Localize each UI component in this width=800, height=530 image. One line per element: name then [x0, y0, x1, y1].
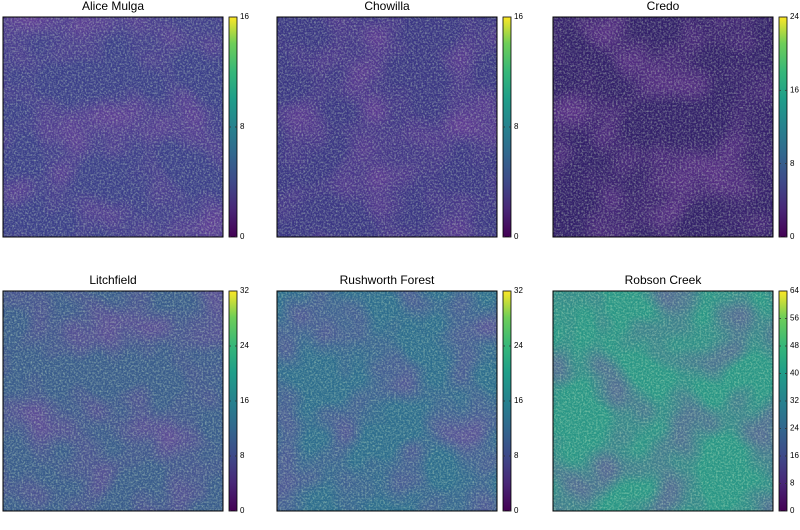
colorbar-tick-label: 16 — [514, 12, 523, 21]
panel-title: Chowilla — [364, 0, 410, 13]
raster-texture — [277, 291, 497, 511]
raster-texture — [3, 17, 223, 237]
colorbar — [778, 16, 788, 238]
colorbar-tick-label: 0 — [790, 506, 795, 515]
raster-texture — [553, 17, 773, 237]
colorbar-tick-label: 0 — [790, 232, 795, 241]
raster-texture — [3, 291, 223, 511]
raster-frame — [2, 16, 224, 238]
colorbar-tick-label: 0 — [240, 506, 245, 515]
colorbar-tick-label: 8 — [514, 451, 519, 460]
raster-frame — [552, 290, 774, 512]
colorbar-tick-label: 16 — [240, 12, 249, 21]
colorbar-tick-label: 16 — [790, 85, 799, 94]
colorbar-tick-label: 64 — [790, 286, 799, 295]
colorbar-tick-label: 8 — [514, 122, 519, 131]
panel-title: Rushworth Forest — [340, 273, 435, 287]
panel-title: Credo — [647, 0, 680, 13]
colorbar-tick-label: 8 — [240, 451, 245, 460]
raster-frame — [276, 290, 498, 512]
colorbar-tick-label: 16 — [790, 451, 799, 460]
colorbar-tick-label: 0 — [514, 506, 519, 515]
colorbar-tick-label: 8 — [790, 479, 795, 488]
raster-frame — [2, 290, 224, 512]
colorbar-tick-label: 16 — [240, 396, 249, 405]
colorbar-tick-label: 24 — [514, 341, 523, 350]
panel-title: Alice Mulga — [82, 0, 144, 13]
colorbar-tick-label: 0 — [514, 232, 519, 241]
colorbar-tick-label: 8 — [240, 122, 245, 131]
colorbar-tick-label: 40 — [790, 369, 799, 378]
panel-title: Robson Creek — [625, 273, 703, 287]
raster-frame — [552, 16, 774, 238]
colorbar-tick-label: 24 — [240, 341, 249, 350]
colorbar-tick-label: 32 — [240, 286, 249, 295]
colorbar-tick-label: 24 — [790, 12, 799, 21]
colorbar-tick-label: 48 — [790, 341, 799, 350]
raster-frame — [276, 16, 498, 238]
colorbar-tick-label: 32 — [514, 286, 523, 295]
colorbar-tick-label: 16 — [514, 396, 523, 405]
panel-title: Litchfield — [89, 273, 136, 287]
colorbar-tick-label: 56 — [790, 314, 799, 323]
raster-texture — [277, 17, 497, 237]
colorbar-tick-label: 8 — [790, 159, 795, 168]
colorbar-tick-label: 32 — [790, 396, 799, 405]
colorbar-tick-label: 0 — [240, 232, 245, 241]
colorbar-tick-label: 24 — [790, 424, 799, 433]
raster-texture — [553, 291, 773, 511]
